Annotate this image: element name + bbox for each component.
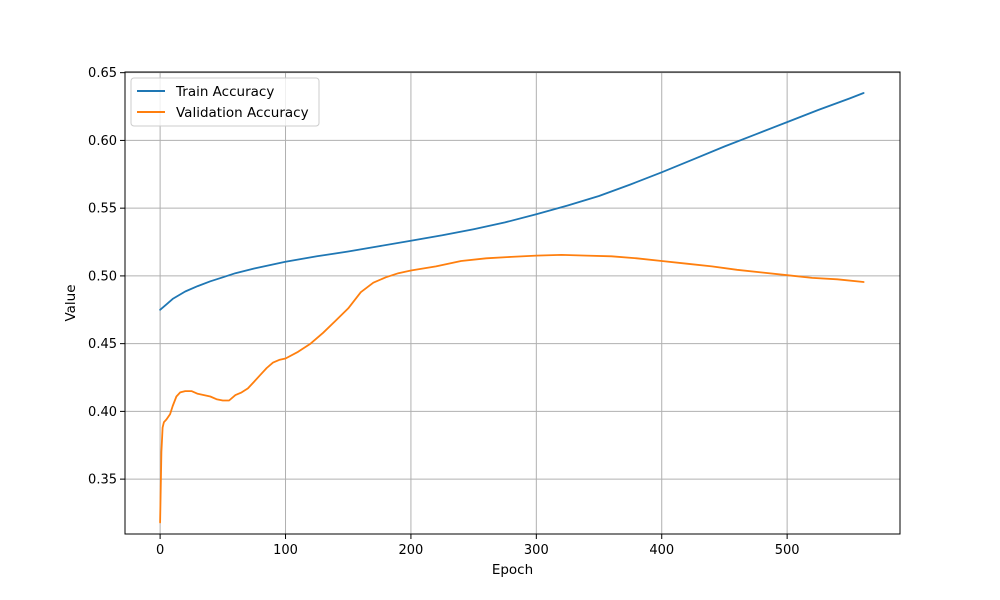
series-lines [159, 92, 865, 524]
legend-box [130, 77, 320, 127]
y-tick-label-0: 0.35 [88, 473, 117, 488]
legend-label-validation-accuracy: Validation Accuracy [176, 105, 309, 121]
legend: Train Accuracy Validation Accuracy [130, 77, 320, 127]
y-tick-label-2: 0.45 [88, 337, 117, 352]
x-tick-label-5: 500 [775, 543, 800, 558]
x-tick-label-3: 300 [524, 543, 549, 558]
x-tick-label-4: 400 [649, 543, 674, 558]
y-axis-label: Value [63, 284, 79, 321]
x-axis-label: Epoch [492, 562, 533, 578]
y-tick-label-3: 0.50 [88, 269, 117, 284]
axis-ticks: 0 100 200 300 400 500 0.35 0.40 0.45 0.50 0.55 0.60… [88, 66, 800, 558]
y-tick-label-5: 0.60 [88, 134, 117, 149]
grid-lines [125, 72, 900, 534]
series-line-validation-accuracy [159, 253, 865, 524]
y-tick-label-6: 0.65 [88, 66, 117, 81]
plot-frame [124, 71, 901, 535]
x-tick-label-2: 200 [399, 543, 424, 558]
x-tick-label-1: 100 [273, 543, 298, 558]
legend-label-train-accuracy: Train Accuracy [175, 84, 274, 100]
series-line-train-accuracy [159, 92, 865, 311]
y-tick-label-4: 0.55 [88, 202, 117, 217]
x-tick-label-0: 0 [156, 543, 164, 558]
y-tick-label-1: 0.40 [88, 405, 117, 420]
